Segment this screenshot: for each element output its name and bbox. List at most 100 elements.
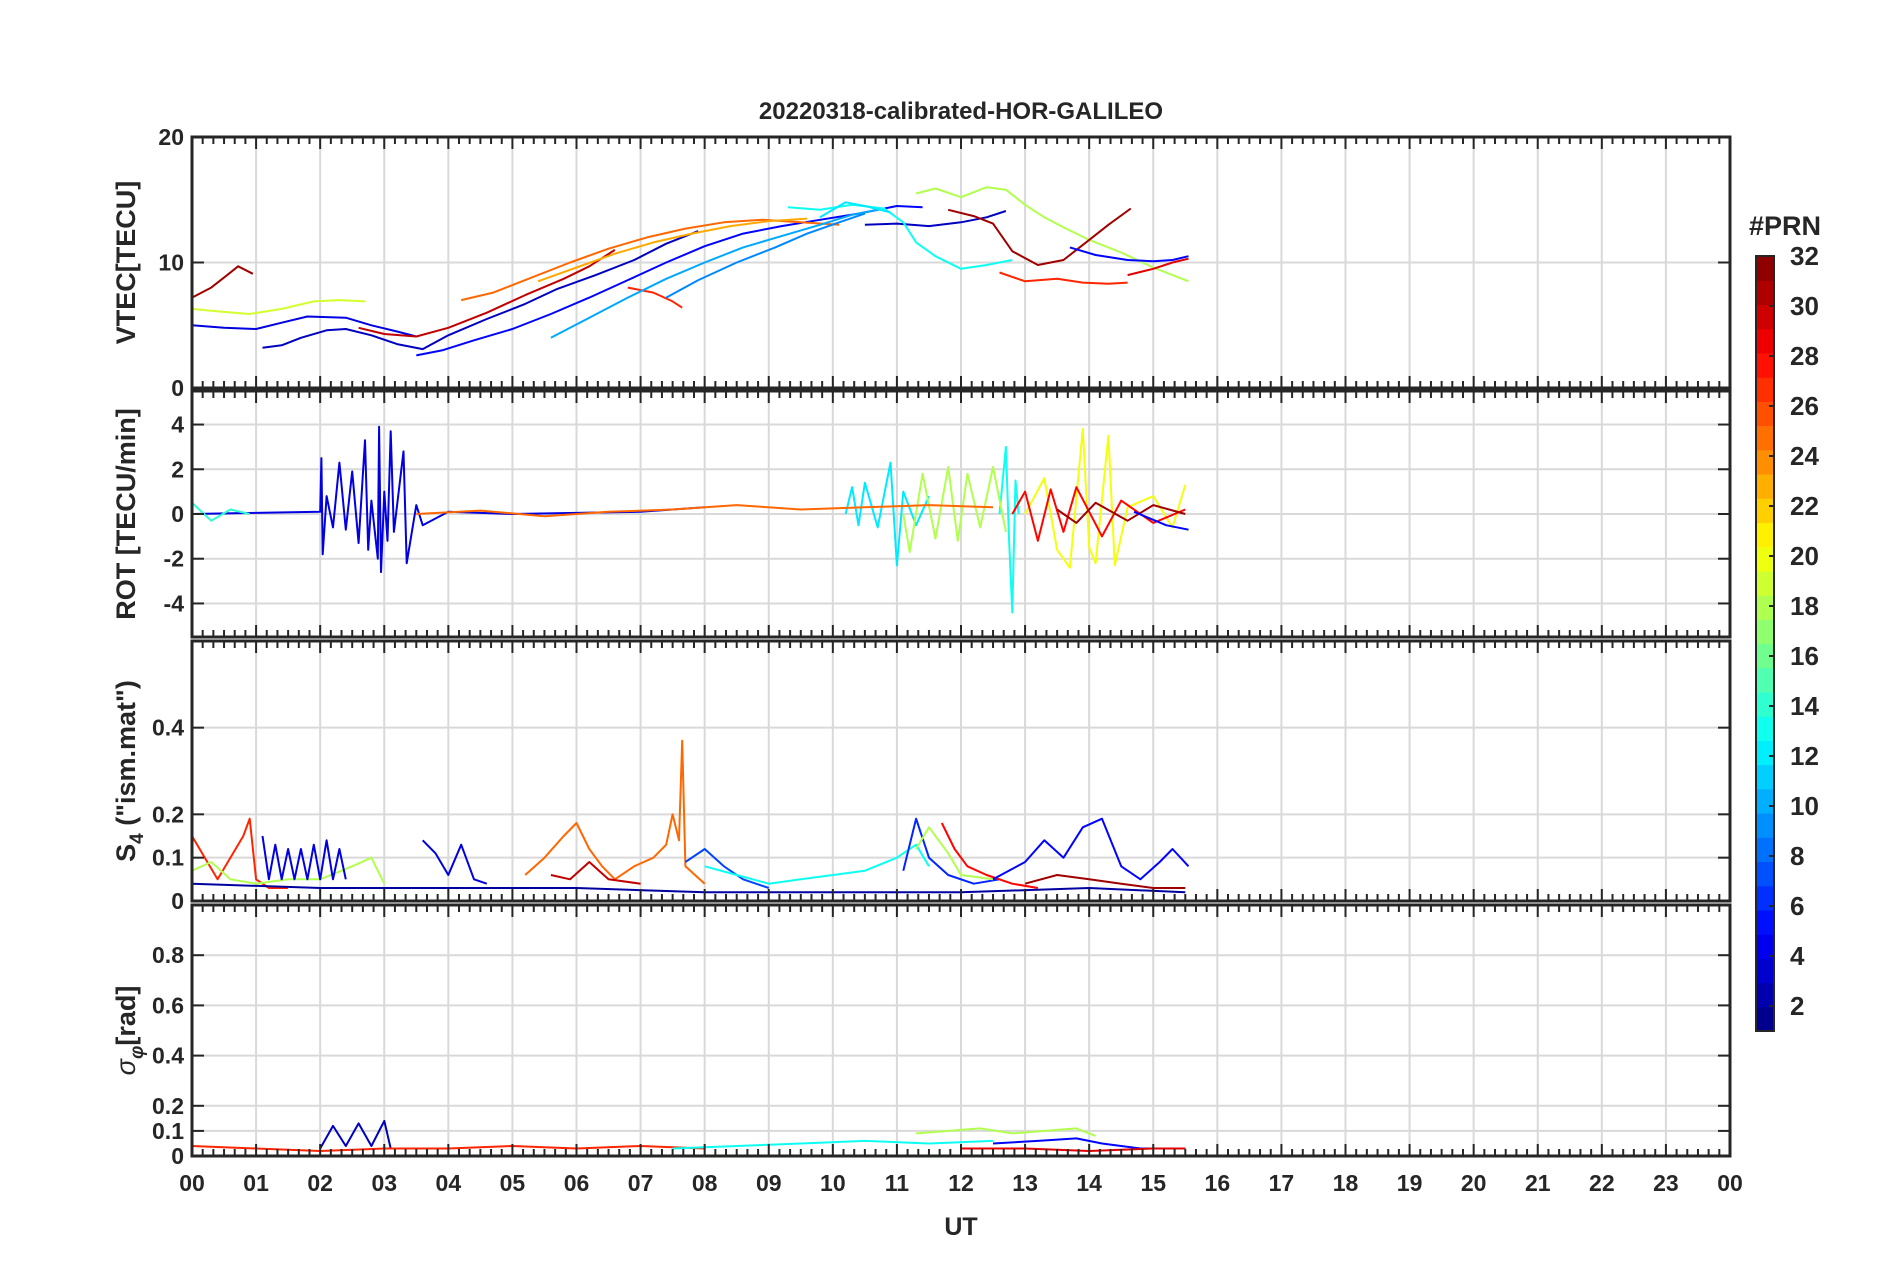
x-tick-label: 05 bbox=[500, 1170, 526, 1196]
series-group bbox=[192, 425, 1189, 614]
y-tick-label: 0.2 bbox=[152, 1093, 184, 1119]
colorbar-segment bbox=[1756, 449, 1774, 475]
y-tick-label: -2 bbox=[164, 546, 184, 572]
series-prn-13 bbox=[998, 445, 1020, 614]
colorbar-segment bbox=[1756, 716, 1774, 741]
series-prn-25 bbox=[524, 739, 706, 885]
x-tick-label: 06 bbox=[564, 1170, 590, 1196]
colorbar-segment bbox=[1756, 546, 1774, 572]
colorbar-tick-label: 8 bbox=[1790, 841, 1804, 871]
series-prn-31 bbox=[1024, 874, 1186, 889]
x-tick-label: 14 bbox=[1076, 1170, 1102, 1196]
y-tick-label: 20 bbox=[158, 124, 184, 150]
colorbar-segment bbox=[1756, 667, 1774, 693]
series-prn-5 bbox=[1133, 510, 1189, 531]
y-axis-label: S4 ("ism.mat") bbox=[111, 680, 148, 862]
series-prn-18 bbox=[192, 856, 386, 885]
series-prn-20 bbox=[1024, 428, 1187, 569]
colorbar-segment bbox=[1756, 425, 1774, 451]
colorbar-segment bbox=[1756, 304, 1774, 330]
colorbar-tick-label: 10 bbox=[1790, 791, 1819, 821]
y-tick-label: 0 bbox=[171, 501, 184, 527]
x-tick-label: 12 bbox=[948, 1170, 974, 1196]
colorbar-tick-label: 12 bbox=[1790, 741, 1819, 771]
x-tick-label: 23 bbox=[1653, 1170, 1679, 1196]
colorbar-segment bbox=[1756, 401, 1774, 427]
series-prn-5 bbox=[1069, 246, 1189, 263]
series-prn-18 bbox=[915, 186, 1189, 283]
colorbar-segment bbox=[1756, 256, 1774, 281]
series-prn-3 bbox=[864, 210, 1007, 228]
series-prn-30 bbox=[550, 861, 641, 885]
y-tick-label: 4 bbox=[171, 412, 184, 438]
colorbar-tick-label: 16 bbox=[1790, 641, 1819, 671]
y-axis-label: VTEC[TECU] bbox=[111, 181, 141, 345]
colorbar-segment bbox=[1756, 861, 1774, 887]
series-prn-13 bbox=[704, 843, 930, 885]
series-prn-27 bbox=[999, 271, 1128, 285]
colorbar-segment bbox=[1756, 885, 1774, 911]
colorbar-segment bbox=[1756, 619, 1774, 645]
series-prn-3 bbox=[262, 230, 699, 351]
colorbar-segment bbox=[1756, 643, 1774, 669]
colorbar-segment bbox=[1756, 764, 1774, 790]
colorbar-segment bbox=[1756, 837, 1774, 863]
colorbar-segment bbox=[1756, 691, 1774, 717]
x-tick-label: 19 bbox=[1397, 1170, 1423, 1196]
series-prn-5 bbox=[416, 205, 923, 357]
x-axis-label: UT bbox=[944, 1213, 977, 1241]
colorbar-segment bbox=[1756, 982, 1774, 1008]
series-prn-19 bbox=[192, 299, 366, 315]
series-prn-29 bbox=[1127, 257, 1189, 277]
series-prn-5 bbox=[992, 817, 1190, 881]
colorbar-tick-label: 2 bbox=[1790, 991, 1804, 1021]
y-tick-label: -4 bbox=[164, 590, 185, 616]
y-axis-label: σφ[rad] bbox=[111, 986, 148, 1076]
series-prn-12 bbox=[819, 201, 891, 219]
panel-rot: -4 -2 0 2 4 ROT [TECU/min] bbox=[111, 389, 1732, 639]
series-prn-18 bbox=[916, 1127, 1096, 1137]
y-axis-label: ROT [TECU/min] bbox=[111, 408, 141, 619]
y-tick-label: 0.2 bbox=[152, 801, 184, 827]
colorbar-segment bbox=[1756, 377, 1774, 402]
series-prn-13 bbox=[672, 1139, 994, 1150]
colorbar-segment bbox=[1756, 813, 1774, 838]
x-tick-labels: 00 01 02 03 04 05 06 07 08 09 10 11 12 13 14 15 16 17 18 19… bbox=[179, 1170, 1743, 1196]
panel-vtec: 0 10 20 VTEC[TECU] bbox=[111, 124, 1732, 401]
series-prn-12 bbox=[844, 461, 930, 567]
x-tick-label: 21 bbox=[1525, 1170, 1551, 1196]
colorbar-segment bbox=[1756, 1006, 1774, 1032]
x-tick-label: 20 bbox=[1461, 1170, 1487, 1196]
colorbar-segment bbox=[1756, 522, 1774, 548]
panel-sigma_phi: 00.10.2 0.4 0.6 0.8σφ[rad] bbox=[111, 903, 1732, 1169]
y-tick-label: 0.4 bbox=[152, 715, 184, 741]
y-tick-label: 0 bbox=[171, 888, 184, 914]
series-prn-7 bbox=[684, 848, 770, 889]
x-tick-label: 09 bbox=[756, 1170, 782, 1196]
series-prn-25 bbox=[416, 504, 994, 518]
colorbar-tick-label: 20 bbox=[1790, 541, 1819, 571]
colorbar-segment bbox=[1756, 958, 1774, 984]
colorbar-tick-label: 6 bbox=[1790, 891, 1804, 921]
series-prn-4 bbox=[192, 315, 417, 338]
series-prn-14 bbox=[192, 502, 250, 522]
series-prn-30 bbox=[358, 249, 616, 338]
y-tick-label: 0 bbox=[171, 375, 184, 401]
series-prn-31 bbox=[192, 265, 254, 299]
colorbar-segment bbox=[1756, 595, 1774, 620]
x-tick-label: 13 bbox=[1012, 1170, 1038, 1196]
x-tick-label: 15 bbox=[1140, 1170, 1166, 1196]
colorbar-tick-label: 26 bbox=[1790, 391, 1819, 421]
colorbar-segment bbox=[1756, 473, 1774, 499]
y-tick-label: 0.6 bbox=[152, 992, 184, 1018]
y-tick-label: 0.8 bbox=[152, 942, 184, 968]
x-tick-label: 00 bbox=[179, 1170, 205, 1196]
series-prn-28 bbox=[940, 822, 1039, 889]
series-prn-4 bbox=[421, 839, 488, 885]
colorbar-tick-label: 22 bbox=[1790, 491, 1819, 521]
x-tick-label: 22 bbox=[1589, 1170, 1615, 1196]
x-tick-label: 16 bbox=[1205, 1170, 1231, 1196]
